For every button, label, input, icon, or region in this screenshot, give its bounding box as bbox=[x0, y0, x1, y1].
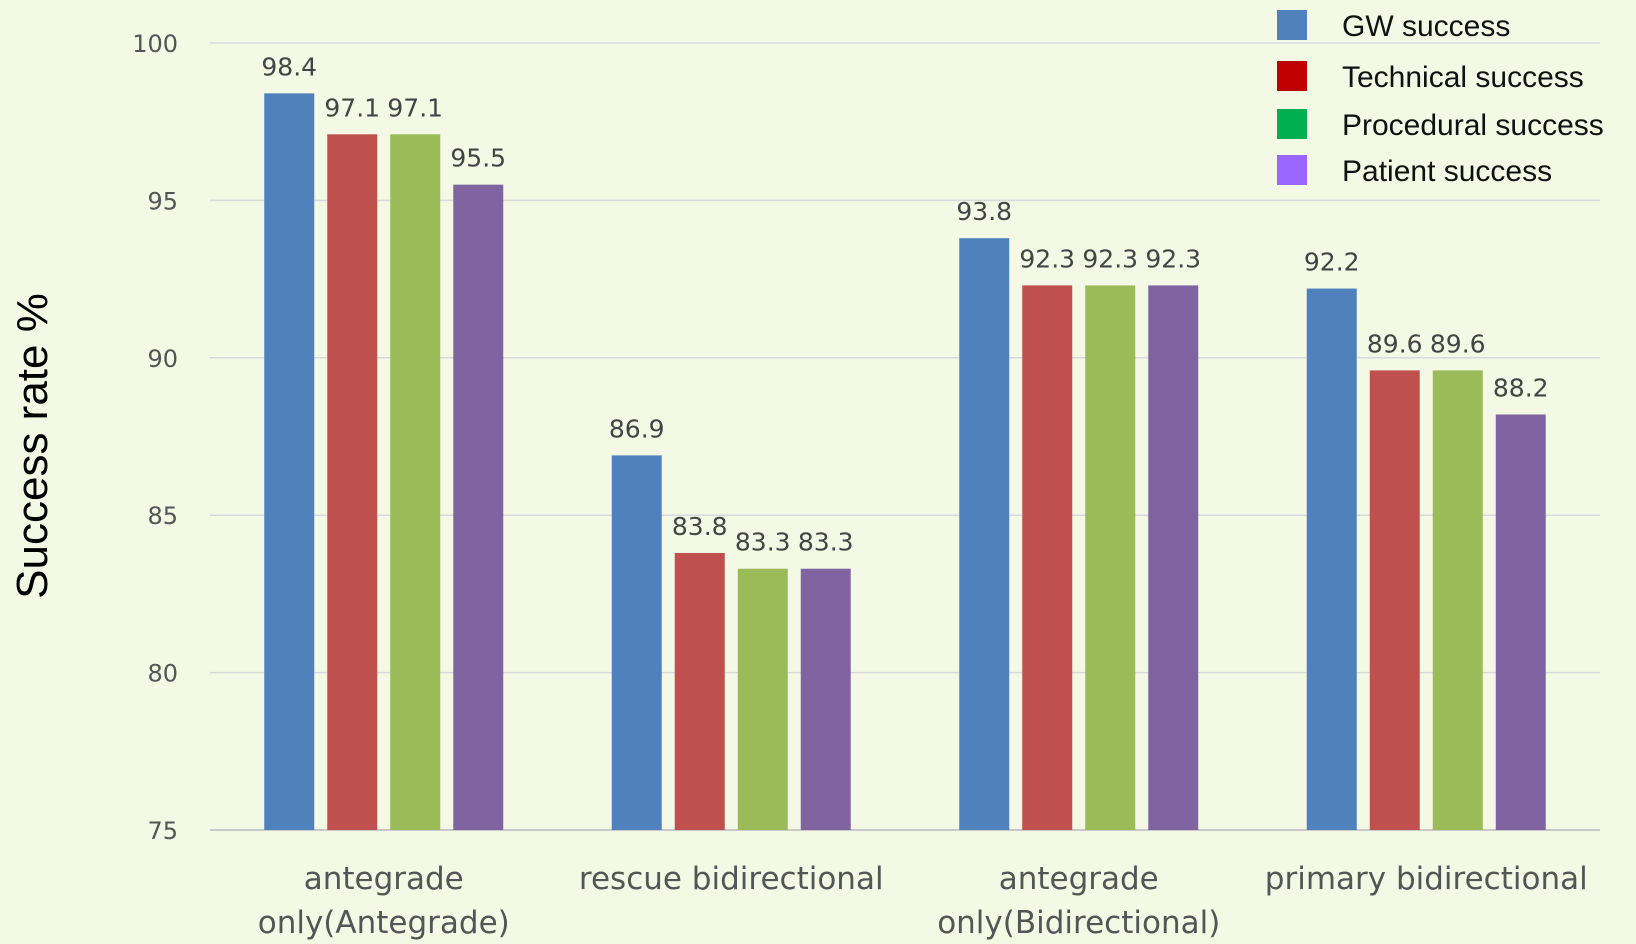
bar bbox=[453, 184, 504, 830]
data-label: 92.3 bbox=[1145, 244, 1201, 273]
y-tick-label: 75 bbox=[147, 817, 178, 845]
legend-label: GW success bbox=[1342, 10, 1510, 43]
y-tick-label: 100 bbox=[132, 30, 178, 58]
legend-swatch bbox=[1277, 10, 1307, 40]
legend-label: Procedural success bbox=[1342, 109, 1604, 142]
data-label: 83.3 bbox=[798, 528, 854, 557]
legend-swatch bbox=[1277, 61, 1307, 91]
bar bbox=[1495, 414, 1546, 830]
bar bbox=[959, 238, 1010, 830]
bar bbox=[1148, 285, 1199, 830]
y-tick-label: 80 bbox=[147, 660, 178, 688]
data-label: 92.3 bbox=[1082, 244, 1138, 273]
x-category-label: antegrade bbox=[999, 861, 1159, 897]
legend-label: Technical success bbox=[1342, 61, 1584, 94]
y-axis-ticks: 75 80 85 90 95 100 bbox=[132, 30, 178, 845]
data-label: 86.9 bbox=[609, 414, 665, 443]
data-label: 93.8 bbox=[956, 197, 1012, 226]
legend: GW success Technical success Procedural su… bbox=[1277, 10, 1604, 188]
data-label: 83.8 bbox=[672, 512, 728, 541]
legend-swatch bbox=[1277, 109, 1307, 139]
data-label: 98.4 bbox=[261, 52, 317, 81]
gridlines bbox=[210, 42, 1600, 831]
x-category-label: antegrade bbox=[304, 861, 464, 897]
data-label: 89.6 bbox=[1367, 329, 1423, 358]
data-label: 89.6 bbox=[1430, 329, 1486, 358]
bar bbox=[611, 455, 662, 830]
x-category-label: primary bidirectional bbox=[1265, 861, 1588, 897]
bar bbox=[800, 568, 851, 830]
y-tick-label: 95 bbox=[147, 187, 178, 215]
y-tick-label: 85 bbox=[147, 502, 178, 530]
legend-label: Patient success bbox=[1342, 155, 1552, 188]
bar bbox=[1306, 288, 1357, 830]
data-label: 88.2 bbox=[1493, 373, 1549, 402]
x-category-label: only(Bidirectional) bbox=[937, 905, 1220, 941]
y-tick-label: 90 bbox=[147, 345, 178, 373]
data-label: 92.3 bbox=[1019, 244, 1075, 273]
bar bbox=[1369, 370, 1420, 830]
data-label: 92.2 bbox=[1304, 248, 1360, 277]
bar bbox=[264, 93, 315, 831]
bars bbox=[264, 93, 1546, 831]
legend-swatch bbox=[1277, 155, 1307, 185]
data-label: 97.1 bbox=[387, 93, 443, 122]
data-label: 83.3 bbox=[735, 528, 791, 557]
x-category-label: only(Antegrade) bbox=[258, 905, 510, 941]
data-labels: 98.497.1 97.195.586.983.883.3 83.393.892.3… bbox=[261, 52, 1548, 556]
x-category-label: rescue bidirectional bbox=[579, 861, 884, 897]
y-axis-title: Success rate % bbox=[8, 293, 57, 599]
data-label: 95.5 bbox=[450, 144, 506, 173]
bar bbox=[1085, 285, 1136, 830]
bar bbox=[674, 552, 725, 830]
data-label: 97.1 bbox=[324, 93, 380, 122]
x-axis-labels: antegrade only(Antegrade) rescue bidirecti… bbox=[258, 861, 1588, 941]
bar bbox=[327, 134, 378, 831]
bar bbox=[390, 134, 441, 831]
bar bbox=[1022, 285, 1073, 830]
bar bbox=[1432, 370, 1483, 830]
bar bbox=[737, 568, 788, 830]
